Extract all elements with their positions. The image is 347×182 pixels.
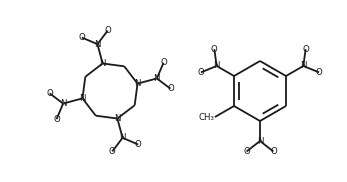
Text: N: N (300, 62, 306, 70)
Text: O: O (78, 33, 85, 42)
Text: O: O (167, 84, 174, 93)
Text: O: O (316, 68, 322, 77)
Text: O: O (197, 68, 204, 77)
Text: O: O (53, 115, 60, 124)
Text: N: N (94, 40, 101, 49)
Text: N: N (119, 133, 126, 142)
Text: O: O (302, 45, 309, 54)
Text: O: O (270, 147, 277, 156)
Text: O: O (109, 147, 116, 156)
Text: O: O (160, 58, 167, 67)
Text: N: N (154, 74, 160, 83)
Text: N: N (99, 59, 106, 68)
Text: O: O (243, 147, 250, 156)
Text: N: N (79, 94, 86, 103)
Text: N: N (60, 99, 66, 108)
Text: O: O (211, 45, 218, 54)
Text: N: N (257, 136, 263, 145)
Text: N: N (114, 114, 121, 123)
Text: N: N (213, 62, 220, 70)
Text: O: O (104, 26, 111, 35)
Text: N: N (134, 79, 141, 88)
Text: O: O (135, 140, 142, 149)
Text: O: O (46, 89, 53, 98)
Text: CH₃: CH₃ (199, 112, 215, 122)
